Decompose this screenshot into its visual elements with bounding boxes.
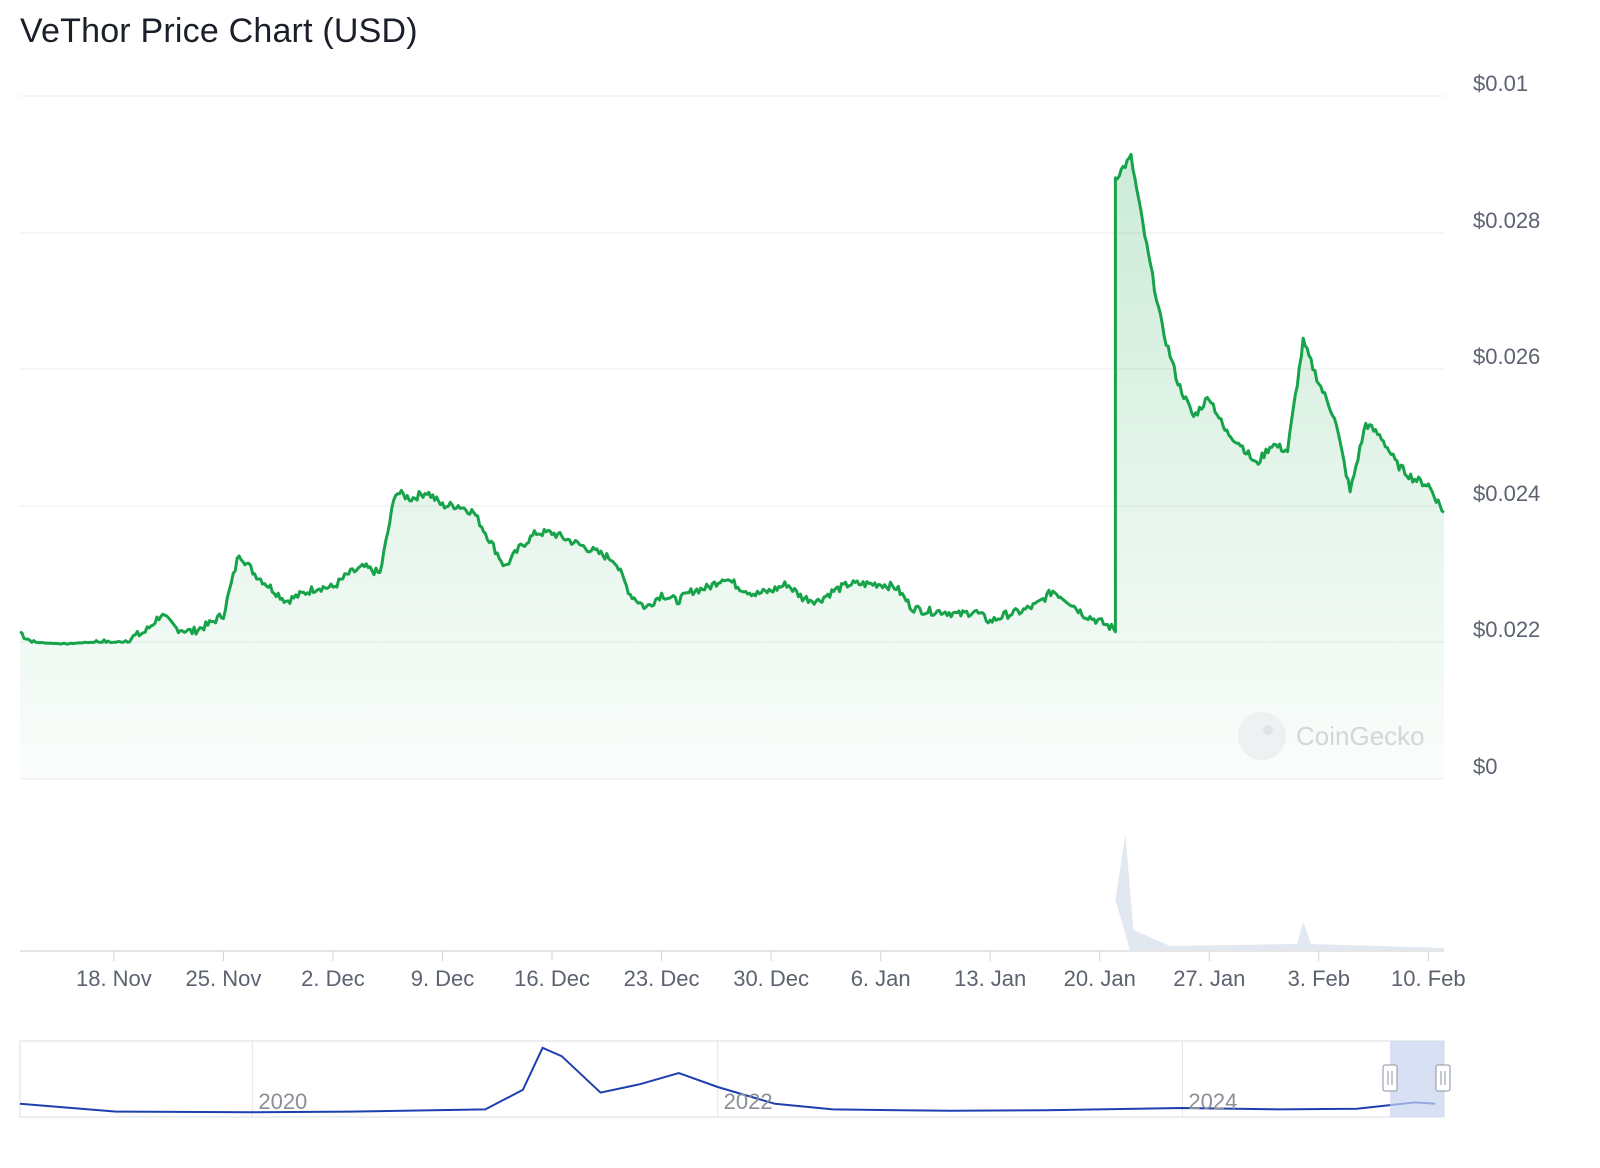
x-tick-label: 30. Dec — [733, 966, 809, 991]
y-tick-label: $0.01 — [1473, 71, 1528, 96]
x-axis-labels: 18. Nov 25. Nov 2. Dec 9. Dec 16. Dec 23. Dec… — [76, 951, 1466, 991]
y-tick-label: $0 — [1473, 754, 1497, 779]
watermark-text: CoinGecko — [1296, 721, 1425, 751]
x-tick-label: 23. Dec — [624, 966, 700, 991]
navigator-selection[interactable] — [1390, 1041, 1444, 1117]
x-tick-label: 9. Dec — [411, 966, 475, 991]
navigator-grid — [251, 1041, 1183, 1117]
x-tick-label: 20. Jan — [1064, 966, 1136, 991]
navigator-left-handle[interactable] — [1382, 1064, 1398, 1092]
navigator-right-handle[interactable] — [1435, 1064, 1451, 1092]
x-tick-label: 6. Jan — [851, 966, 911, 991]
navigator-tick-label: 2020 — [258, 1089, 307, 1114]
navigator-tick-label: 2022 — [724, 1089, 773, 1114]
x-tick-label: 3. Feb — [1288, 966, 1350, 991]
volume-area — [20, 835, 1444, 951]
price-area — [20, 154, 1444, 779]
navigator-tick-label: 2024 — [1188, 1089, 1237, 1114]
x-tick-label: 18. Nov — [76, 966, 152, 991]
y-tick-label: $0.022 — [1473, 617, 1540, 642]
y-tick-label: $0.028 — [1473, 208, 1540, 233]
y-tick-label: $0.024 — [1473, 481, 1540, 506]
x-tick-label: 27. Jan — [1173, 966, 1245, 991]
y-tick-label: $0.026 — [1473, 344, 1540, 369]
volume-bars — [20, 835, 1444, 951]
coingecko-watermark: CoinGecko — [1238, 712, 1425, 760]
navigator-frame — [19, 1040, 1445, 1118]
x-tick-label: 2. Dec — [301, 966, 365, 991]
coingecko-logo-eye-icon — [1263, 725, 1273, 735]
x-tick-label: 13. Jan — [954, 966, 1026, 991]
coingecko-logo-icon — [1238, 712, 1286, 760]
x-tick-label: 16. Dec — [514, 966, 590, 991]
navigator-labels: 2020 2022 2024 — [258, 1089, 1237, 1114]
navigator-line — [19, 1046, 1436, 1114]
x-tick-label: 10. Feb — [1391, 966, 1466, 991]
navigator[interactable]: 2020 2022 2024 — [19, 1040, 1451, 1118]
y-axis-labels: $0 $0.022 $0.024 $0.026 $0.028 $0.01 — [1473, 71, 1540, 779]
price-line[interactable] — [19, 152, 1445, 646]
x-tick-label: 25. Nov — [186, 966, 262, 991]
chart-title: VeThor Price Chart (USD) — [20, 12, 418, 50]
